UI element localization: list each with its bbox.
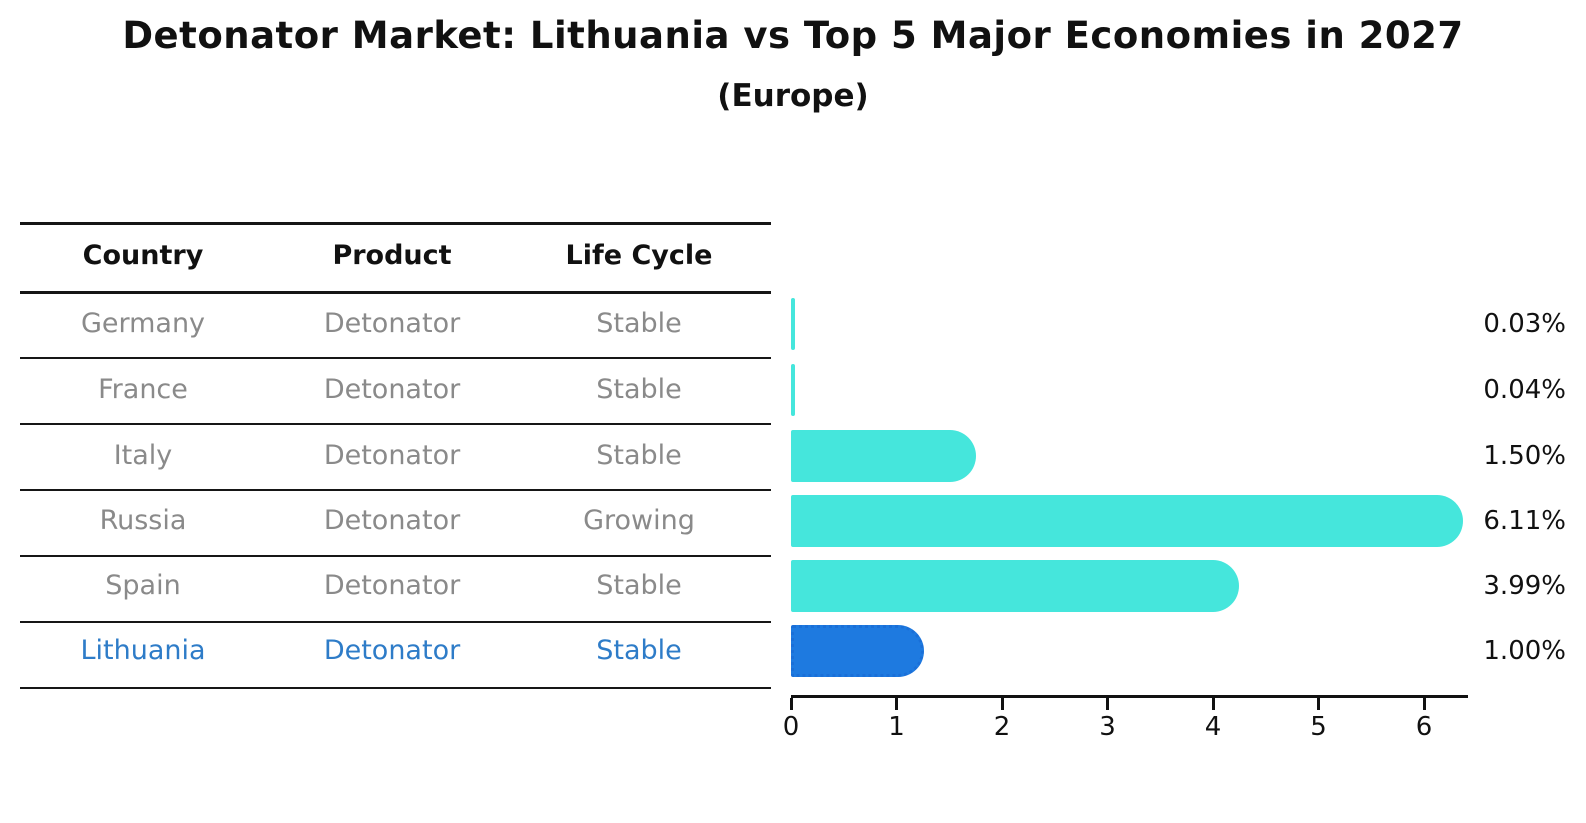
x-axis-tick-label: 1	[888, 712, 905, 742]
table-row-divider	[20, 423, 771, 425]
value-label: 0.03%	[1483, 309, 1566, 339]
x-axis-tick-label: 3	[1099, 712, 1116, 742]
x-axis-tick-label: 6	[1415, 712, 1433, 742]
x-axis-tick	[789, 698, 793, 710]
value-label: 6.11%	[1483, 506, 1566, 536]
x-axis-tick	[1211, 698, 1215, 710]
table-bottom-border	[20, 687, 771, 689]
chart-subtitle: (Europe)	[717, 78, 869, 114]
x-axis-tick	[1422, 698, 1426, 710]
bar-spain	[791, 560, 1239, 612]
x-axis-tick	[1106, 698, 1109, 710]
x-axis-tick	[895, 698, 898, 710]
table-cell-product: Detonator	[323, 308, 461, 339]
table-cell-life-cycle: Stable	[596, 308, 682, 339]
table-cell-life-cycle: Stable	[596, 635, 682, 666]
table-cell-product: Detonator	[323, 440, 461, 471]
value-label: 1.00%	[1483, 636, 1566, 666]
table-cell-country: France	[98, 374, 188, 405]
table-cell-life-cycle: Stable	[596, 440, 682, 471]
table-cell-product: Detonator	[323, 505, 461, 536]
table-header-border	[20, 291, 771, 294]
x-axis-tick-label: 5	[1310, 712, 1327, 742]
x-axis-tick-label: 4	[1204, 712, 1222, 742]
table-cell-product: Detonator	[323, 635, 461, 666]
table-row-divider	[20, 357, 771, 359]
value-label: 1.50%	[1483, 441, 1566, 471]
x-axis-tick	[1000, 698, 1004, 710]
table-cell-country: Lithuania	[80, 635, 206, 666]
column-header-product: Product	[332, 240, 452, 271]
bar-italy	[791, 430, 977, 482]
x-axis-tick-label: 0	[782, 712, 800, 742]
chart-title: Detonator Market: Lithuania vs Top 5 Maj…	[122, 14, 1464, 57]
value-label: 3.99%	[1483, 571, 1566, 601]
table-cell-country: Russia	[99, 505, 187, 536]
table-cell-life-cycle: Stable	[596, 374, 682, 405]
table-cell-product: Detonator	[323, 570, 461, 601]
x-axis-tick	[1317, 698, 1320, 710]
table-cell-country: Spain	[105, 570, 181, 601]
bar-germany	[791, 298, 795, 350]
value-label: 0.04%	[1483, 375, 1566, 405]
table-cell-life-cycle: Stable	[596, 570, 682, 601]
bar-lithuania	[791, 625, 924, 677]
column-header-country: Country	[82, 240, 204, 271]
bar-russia	[791, 495, 1463, 547]
table-row-divider	[20, 555, 771, 557]
bar-france	[791, 364, 796, 416]
table-cell-country: Germany	[80, 308, 206, 339]
table-cell-country: Italy	[113, 440, 173, 471]
column-header-life-cycle: Life Cycle	[565, 240, 713, 271]
table-row-divider	[20, 621, 771, 623]
table-cell-life-cycle: Growing	[583, 505, 695, 536]
table-row-divider	[20, 489, 771, 491]
x-axis-line	[791, 695, 1468, 698]
table-cell-product: Detonator	[323, 374, 461, 405]
table-top-border	[20, 222, 771, 225]
x-axis-tick-label: 2	[993, 712, 1011, 742]
